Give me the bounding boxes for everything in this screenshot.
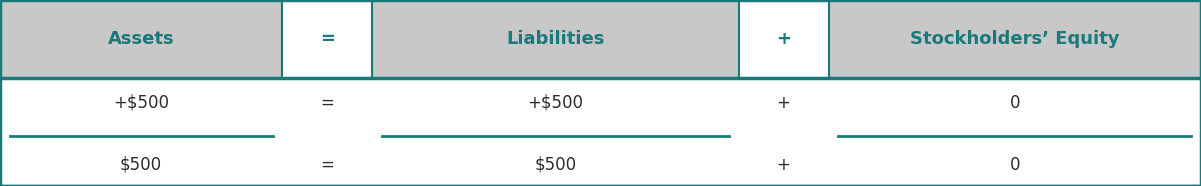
Text: +: +: [777, 94, 790, 112]
Text: =: =: [321, 94, 334, 112]
Bar: [739, 0, 829, 78]
Bar: [282, 0, 372, 78]
Text: +: +: [777, 156, 790, 174]
Text: Assets: Assets: [108, 30, 174, 48]
Text: 0: 0: [1010, 156, 1020, 174]
Text: Liabilities: Liabilities: [507, 30, 604, 48]
Text: $500: $500: [534, 156, 576, 174]
Text: =: =: [321, 156, 334, 174]
Text: $500: $500: [120, 156, 162, 174]
Bar: [829, 0, 1201, 78]
Bar: [0, 0, 282, 78]
Text: Stockholders’ Equity: Stockholders’ Equity: [910, 30, 1119, 48]
Text: +$500: +$500: [527, 94, 584, 112]
Bar: [0, 78, 1201, 186]
Text: +: +: [776, 30, 791, 48]
Text: 0: 0: [1010, 94, 1020, 112]
Bar: [372, 0, 739, 78]
Text: +$500: +$500: [113, 94, 169, 112]
Text: =: =: [319, 30, 335, 48]
